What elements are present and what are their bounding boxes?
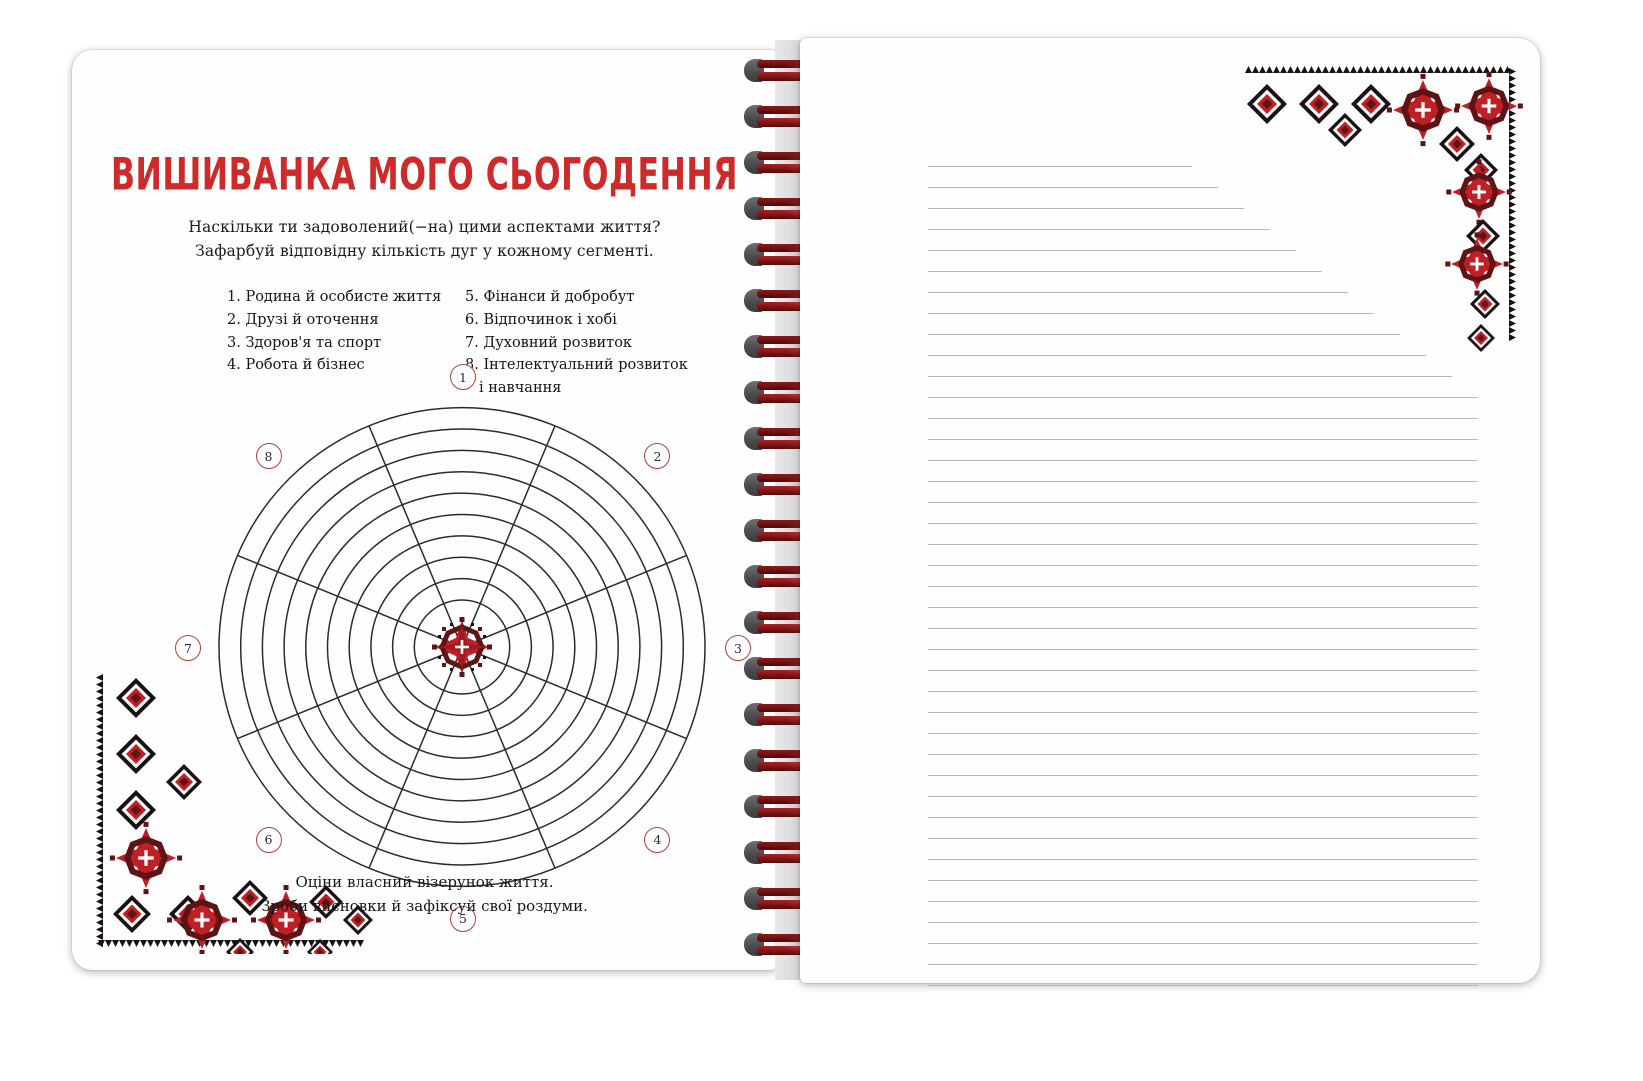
right-page[interactable] bbox=[800, 38, 1540, 986]
ruled-line[interactable] bbox=[928, 334, 1400, 335]
list-item: 2. Друзі й оточення bbox=[227, 311, 379, 328]
ruled-line[interactable] bbox=[928, 775, 1478, 776]
ruled-line[interactable] bbox=[928, 943, 1478, 944]
ruled-line[interactable] bbox=[928, 292, 1348, 293]
ruled-line[interactable] bbox=[928, 670, 1478, 671]
embroidered-star-medallion-icon bbox=[432, 617, 492, 677]
ruled-line[interactable] bbox=[928, 586, 1478, 587]
list-item: 7. Духовний розвиток bbox=[465, 334, 632, 351]
ruled-line[interactable] bbox=[928, 250, 1296, 251]
ruled-line[interactable] bbox=[928, 691, 1478, 692]
ruled-line[interactable] bbox=[928, 439, 1478, 440]
ruled-line[interactable] bbox=[928, 733, 1478, 734]
ruled-line[interactable] bbox=[928, 502, 1478, 503]
aspects-column-right: 5. Фінанси й добробут 6. Відпочинок і хо… bbox=[465, 286, 695, 400]
wheel-segment-badge-3[interactable]: 3 bbox=[725, 635, 751, 661]
ruled-line[interactable] bbox=[928, 397, 1478, 398]
list-item: 4. Робота й бізнес bbox=[227, 357, 365, 374]
ruled-line[interactable] bbox=[928, 985, 1478, 986]
footnote-line-1: Оціни власний візерунок життя. bbox=[295, 873, 554, 891]
ruled-line[interactable] bbox=[928, 229, 1270, 230]
embroidery-corner-bottom-left-icon bbox=[96, 674, 373, 954]
list-item-continuation: і навчання bbox=[479, 380, 562, 396]
embroidery-corner-top-right-icon bbox=[1245, 66, 1523, 352]
ruled-line[interactable] bbox=[928, 964, 1478, 965]
subtitle-line-1: Наскільки ти задоволений(−на) цими аспек… bbox=[188, 218, 661, 236]
ruled-line[interactable] bbox=[928, 208, 1244, 209]
left-page: ВИШИВАНКА МОГО СЬОГОДЕННЯ Наскільки ти з… bbox=[72, 50, 777, 970]
ruled-line[interactable] bbox=[928, 922, 1478, 923]
subtitle-line-2: Зафарбуй відповідну кількість дуг у кожн… bbox=[195, 242, 654, 261]
ruled-line[interactable] bbox=[928, 859, 1478, 860]
ruled-line[interactable] bbox=[928, 565, 1478, 566]
ruled-line[interactable] bbox=[928, 817, 1478, 818]
ruled-line[interactable] bbox=[928, 271, 1322, 272]
ruled-line[interactable] bbox=[928, 460, 1478, 461]
life-balance-wheel[interactable]: 1 2 3 4 5 6 7 8 bbox=[175, 364, 751, 932]
ruled-line[interactable] bbox=[928, 880, 1478, 881]
aspects-column-left: 1. Родина й особисте життя 2. Друзі й от… bbox=[227, 286, 457, 377]
ruled-line[interactable] bbox=[928, 418, 1478, 419]
page-subtitle: Наскільки ти задоволений(−на) цими аспек… bbox=[72, 215, 777, 263]
wheel-graphic bbox=[218, 406, 706, 888]
ruled-line[interactable] bbox=[928, 838, 1478, 839]
ruled-line[interactable] bbox=[928, 901, 1478, 902]
footnote-line-2: Зроби висновки й зафіксуй свої роздуми. bbox=[261, 897, 588, 915]
wheel-segment-badge-6[interactable]: 6 bbox=[255, 826, 282, 853]
wheel-segment-badge-4[interactable]: 4 bbox=[644, 826, 671, 853]
ruled-line[interactable] bbox=[928, 628, 1478, 629]
ruled-line[interactable] bbox=[928, 313, 1374, 314]
ruled-line[interactable] bbox=[928, 376, 1452, 377]
ruled-line[interactable] bbox=[928, 523, 1478, 524]
list-item: 5. Фінанси й добробут bbox=[465, 289, 635, 305]
wheel-segment-badge-8[interactable]: 8 bbox=[255, 443, 282, 470]
wheel-segment-badge-5[interactable]: 5 bbox=[450, 905, 476, 932]
ruled-line[interactable] bbox=[928, 355, 1426, 356]
ruled-line[interactable] bbox=[928, 712, 1478, 713]
ruled-line[interactable] bbox=[928, 754, 1478, 755]
wheel-segment-badge-7[interactable]: 7 bbox=[175, 635, 201, 661]
ruled-line[interactable] bbox=[928, 649, 1478, 650]
list-item: 6. Відпочинок і хобі bbox=[465, 311, 617, 328]
ruled-line[interactable] bbox=[928, 607, 1478, 608]
list-item: 3. Здоров'я та спорт bbox=[227, 334, 382, 351]
ruled-line[interactable] bbox=[928, 166, 1192, 167]
ruled-line[interactable] bbox=[928, 796, 1478, 797]
ruled-writing-area[interactable] bbox=[800, 38, 1540, 986]
ruled-line[interactable] bbox=[928, 481, 1478, 482]
wheel-segment-badge-1[interactable]: 1 bbox=[450, 364, 476, 391]
wheel-segment-badge-2[interactable]: 2 bbox=[644, 443, 671, 470]
ruled-line[interactable] bbox=[928, 544, 1478, 545]
page-footnote: Оціни власний візерунок життя. Зроби вис… bbox=[72, 870, 777, 918]
list-item: 8. Інтелектуальний розвиток bbox=[465, 357, 688, 374]
ruled-line[interactable] bbox=[928, 187, 1218, 188]
list-item: 1. Родина й особисте життя bbox=[227, 289, 442, 305]
page-title: ВИШИВАНКА МОГО СЬОГОДЕННЯ bbox=[111, 150, 738, 202]
